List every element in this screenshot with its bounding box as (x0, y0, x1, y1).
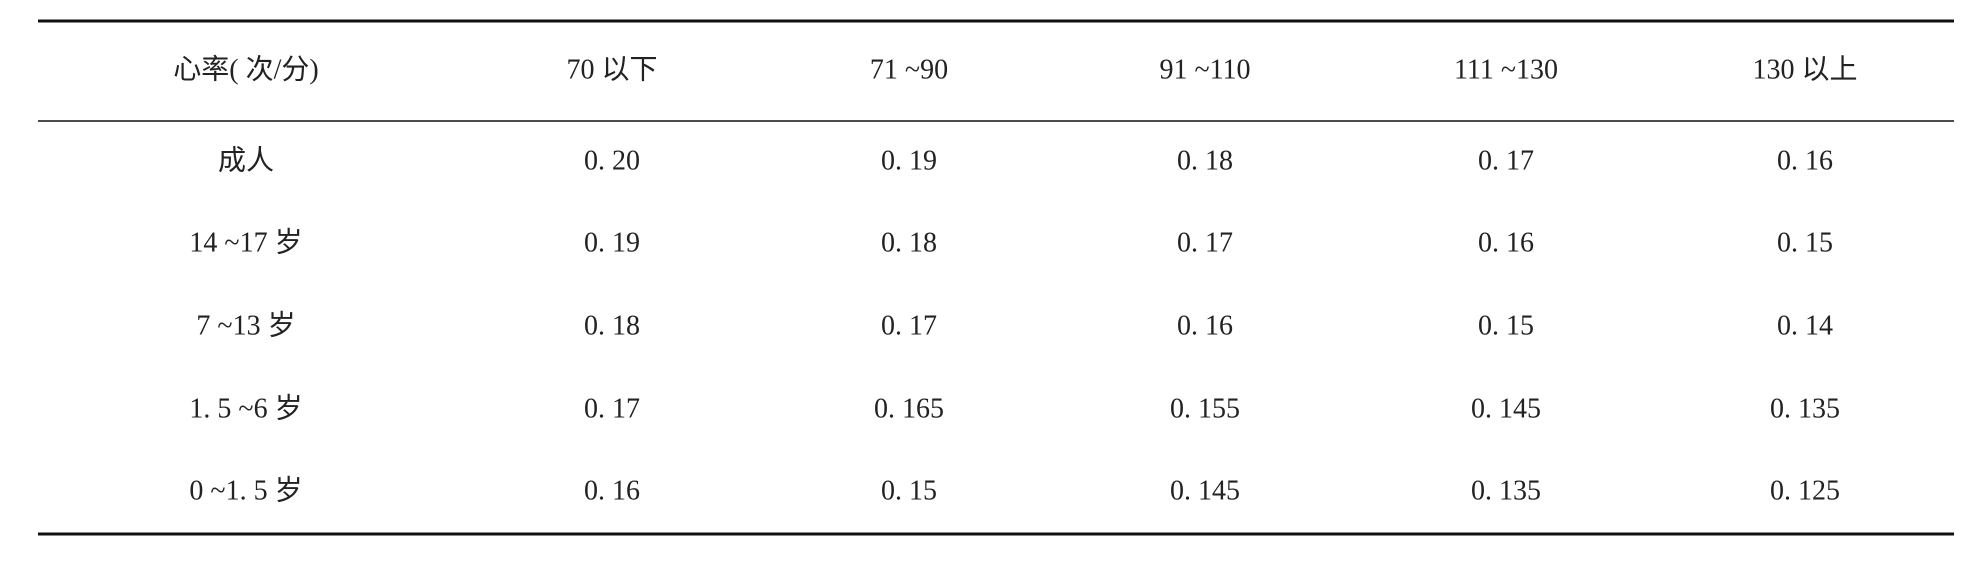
header-cell: 心率( 次/分) (173, 53, 318, 85)
cell: 0. 19 (881, 145, 937, 176)
cell: 0. 16 (584, 475, 640, 506)
row-label: 0 ~1. 5 岁 (189, 474, 302, 506)
row-label: 成人 (218, 144, 274, 176)
cell: 0. 17 (1177, 227, 1233, 258)
cell: 0. 145 (1471, 393, 1541, 424)
cell: 0. 20 (584, 145, 640, 176)
cell: 0. 16 (1777, 145, 1833, 176)
row-label: 1. 5 ~6 岁 (189, 392, 302, 424)
cell: 0. 17 (881, 310, 937, 341)
cell: 0. 15 (881, 475, 937, 506)
cell: 0. 16 (1177, 310, 1233, 341)
header-cell: 70 以下 (566, 54, 657, 85)
cell: 0. 16 (1478, 227, 1534, 258)
header-cell: 130 以上 (1752, 54, 1857, 85)
cell: 0. 18 (881, 227, 937, 258)
cell: 0. 15 (1777, 227, 1833, 258)
header-cell: 91 ~110 (1159, 54, 1250, 85)
cell: 0. 155 (1170, 393, 1240, 424)
cell: 0. 145 (1170, 475, 1240, 506)
cell: 0. 14 (1777, 310, 1833, 341)
cell: 0. 135 (1770, 393, 1840, 424)
cell: 0. 135 (1471, 475, 1541, 506)
cell: 0. 18 (1177, 145, 1233, 176)
cell: 0. 19 (584, 227, 640, 258)
cell: 0. 17 (584, 393, 640, 424)
cell: 0. 125 (1770, 475, 1840, 506)
cell: 0. 17 (1478, 145, 1534, 176)
header-cell: 111 ~130 (1454, 54, 1558, 85)
row-label: 7 ~13 岁 (196, 309, 295, 341)
cell: 0. 15 (1478, 310, 1534, 341)
cell: 0. 18 (584, 310, 640, 341)
row-label: 14 ~17 岁 (189, 226, 302, 258)
cell: 0. 165 (874, 393, 944, 424)
header-cell: 71 ~90 (870, 54, 948, 85)
